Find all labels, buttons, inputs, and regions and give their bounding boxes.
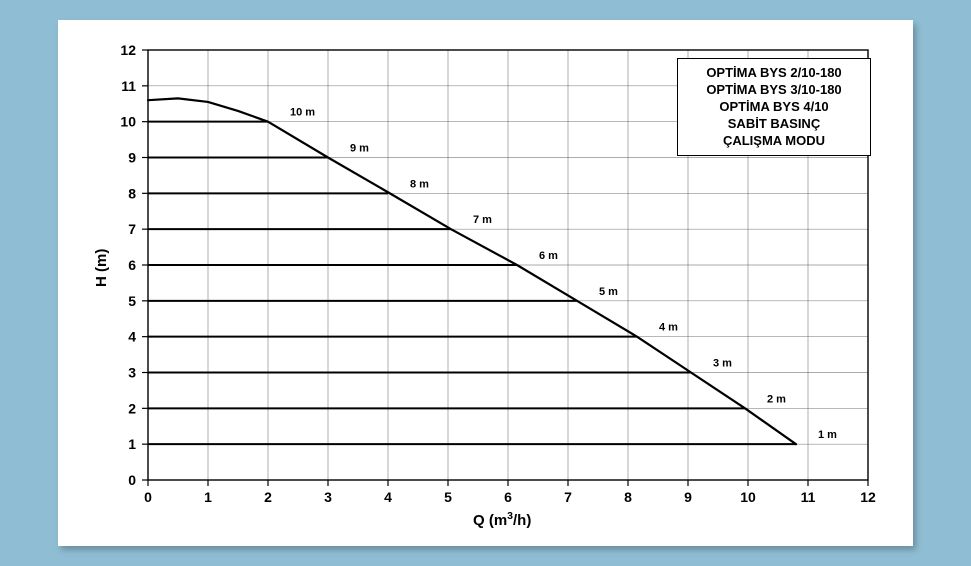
y-tick-label: 11 [121, 78, 136, 94]
level-label: 1 m [818, 429, 837, 441]
level-label: 2 m [767, 393, 786, 405]
x-tick-label: 7 [564, 489, 572, 505]
level-label: 10 m [290, 107, 315, 119]
level-label: 8 m [410, 178, 429, 190]
legend-line: OPTİMA BYS 2/10-180 [688, 65, 860, 82]
y-tick-label: 7 [128, 221, 136, 237]
y-tick-label: 10 [120, 114, 136, 130]
y-tick-label: 1 [128, 436, 136, 452]
chart-paper: 0123456789101112012345678910111210 m9 m8… [58, 20, 913, 546]
legend-box: OPTİMA BYS 2/10-180OPTİMA BYS 3/10-180OP… [677, 58, 871, 156]
y-tick-label: 6 [128, 257, 136, 273]
y-axis-label: H (m) [93, 249, 110, 287]
x-tick-label: 5 [444, 489, 452, 505]
legend-line: OPTİMA BYS 4/10 [688, 99, 860, 116]
x-tick-label: 9 [684, 489, 692, 505]
y-tick-label: 5 [128, 293, 136, 309]
level-label: 4 m [659, 322, 678, 334]
x-tick-label: 4 [384, 489, 392, 505]
x-tick-label: 11 [801, 489, 816, 505]
y-tick-label: 12 [120, 42, 136, 58]
x-tick-label: 0 [144, 489, 152, 505]
x-axis-label: Q (m3/h) [473, 510, 531, 529]
x-tick-label: 2 [264, 489, 272, 505]
level-label: 7 m [473, 214, 492, 226]
legend-line: ÇALIŞMA MODU [688, 133, 860, 150]
y-tick-label: 3 [128, 365, 136, 381]
y-tick-label: 4 [128, 329, 136, 345]
x-tick-label: 10 [740, 489, 756, 505]
legend-line: OPTİMA BYS 3/10-180 [688, 82, 860, 99]
level-label: 5 m [599, 286, 618, 298]
x-tick-label: 6 [504, 489, 512, 505]
x-tick-label: 12 [860, 489, 876, 505]
y-tick-label: 9 [128, 150, 136, 166]
x-tick-label: 3 [324, 489, 332, 505]
x-tick-label: 8 [624, 489, 632, 505]
y-tick-label: 8 [128, 185, 136, 201]
y-tick-label: 0 [128, 472, 136, 488]
x-tick-label: 1 [204, 489, 212, 505]
level-label: 9 m [350, 143, 369, 155]
level-label: 3 m [713, 358, 732, 370]
y-tick-label: 2 [128, 400, 136, 416]
legend-line: SABİT BASINÇ [688, 116, 860, 133]
level-label: 6 m [539, 250, 558, 262]
